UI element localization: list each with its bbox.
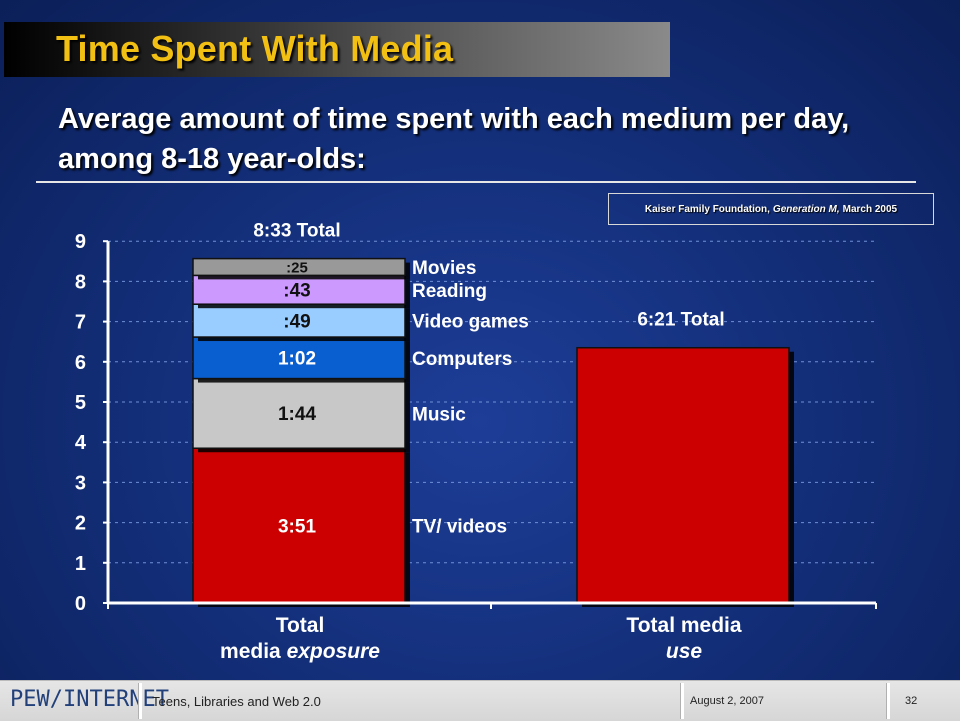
footer-date: August 2, 2007 <box>690 695 765 707</box>
y-tick-label: 9 <box>75 231 86 253</box>
y-tick-label: 8 <box>75 271 86 293</box>
divider-rule <box>36 181 916 183</box>
slide-title: Time Spent With Media <box>56 28 454 69</box>
slide: Time Spent With Media Average amount of … <box>0 0 960 680</box>
data-label-music: 1:44 <box>278 404 316 425</box>
category-label-line1: Total media <box>626 614 741 637</box>
series-label-movies: Movies <box>412 258 476 279</box>
source-org: Kaiser Family Foundation, <box>644 203 770 215</box>
source-citation: Kaiser Family Foundation, Generation M, … <box>608 193 934 225</box>
y-tick-label: 4 <box>75 432 87 454</box>
category-label-line1: Total <box>276 614 325 637</box>
footer-title: Teens, Libraries and Web 2.0 <box>152 694 321 709</box>
y-tick-label: 7 <box>75 312 86 334</box>
category-label-line2: media exposure <box>220 640 380 663</box>
footer: PEW/INTERNET Teens, Libraries and Web 2.… <box>0 680 960 721</box>
series-label-tv: TV/ videos <box>412 517 507 538</box>
y-tick-label: 5 <box>75 392 86 414</box>
data-label-movies: :25 <box>286 259 308 276</box>
pew-internet-logo: PEW/INTERNET <box>10 687 169 712</box>
slide-number: 32 <box>905 695 918 707</box>
bar-segment-video_games-1 <box>192 303 406 338</box>
source-work: Generation M, <box>772 203 840 215</box>
bar-segment-reading-1 <box>192 274 406 305</box>
stacked-bar-chart: 0 1 2 3 4 5 6 7 8 9 3:51 TV/ videos 1:44 Music 1:02 Com… <box>75 221 876 663</box>
data-label-video_games: :49 <box>283 311 310 332</box>
data-label-reading: :43 <box>283 281 310 302</box>
series-label-computers: Computers <box>412 349 512 370</box>
footer-divider <box>680 683 684 719</box>
series-label-reading: Reading <box>412 281 487 302</box>
footer-divider <box>886 683 890 719</box>
total-label: 6:21 Total <box>637 310 724 331</box>
series-label-video_games: Video games <box>412 312 529 333</box>
y-tick-label: 0 <box>75 593 86 615</box>
y-tick-label: 6 <box>75 352 86 374</box>
y-tick-label: 1 <box>75 553 86 575</box>
bar-segment-music-1 <box>192 377 406 449</box>
category-label-line2: use <box>666 640 703 663</box>
slide-subtitle: Average amount of time spent with each m… <box>58 103 850 175</box>
bar-segment-tv-2 <box>576 346 790 604</box>
bar-segment-computers-1 <box>192 336 406 380</box>
bar-segment-movies-1 <box>192 257 406 277</box>
total-label: 8:33 Total <box>253 221 340 242</box>
y-tick-label: 2 <box>75 513 86 535</box>
data-label-computers: 1:02 <box>278 349 316 370</box>
footer-divider <box>138 683 142 719</box>
title-bar <box>4 22 670 77</box>
data-label-tv: 3:51 <box>278 516 316 537</box>
source-date: March 2005 <box>842 203 898 215</box>
series-label-music: Music <box>412 404 466 425</box>
y-tick-label: 3 <box>75 472 86 494</box>
